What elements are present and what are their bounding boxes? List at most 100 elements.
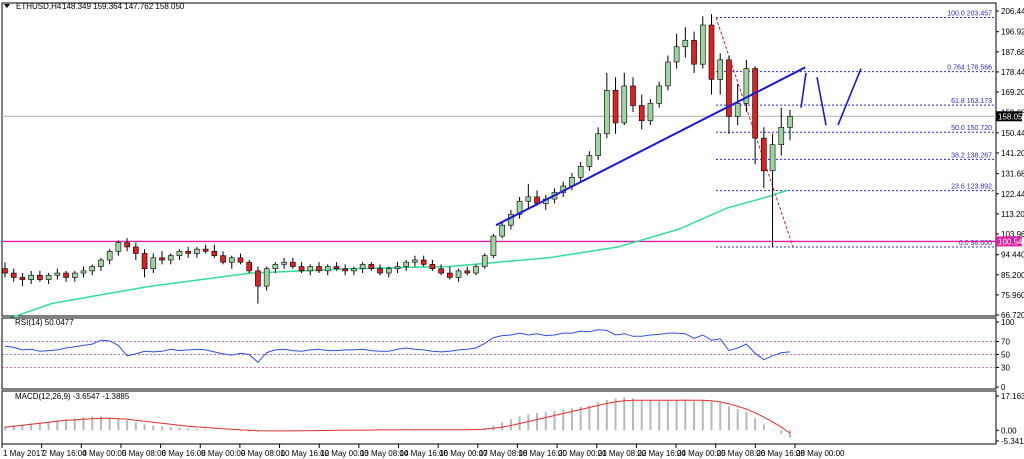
candle: [246, 259, 253, 274]
candle-body: [673, 46, 680, 63]
candle-body: [638, 105, 645, 122]
candle: [595, 127, 601, 160]
candle: [237, 253, 244, 265]
candle: [263, 266, 270, 291]
fib-level-label: 50.0 150.720: [951, 125, 992, 132]
candle-body: [586, 155, 593, 167]
price-panel[interactable]: 206.440196.920187.680178.440169.200159.6…: [1, 2, 1024, 322]
fib-level-label: 38.2 138.267: [951, 152, 992, 159]
candle-body: [351, 268, 357, 272]
price-tick-label: 150.440: [1001, 129, 1024, 138]
price-tick-label: 122.440: [1001, 190, 1024, 199]
candle: [133, 242, 139, 260]
candle-body: [499, 224, 505, 237]
candle-body: [604, 89, 610, 135]
candle-body: [691, 39, 697, 65]
candle-body: [734, 103, 741, 117]
dropdown-triangle-icon[interactable]: [4, 4, 10, 8]
candle: [717, 53, 724, 95]
candle-body: [211, 250, 218, 256]
candle-body: [438, 268, 444, 274]
candle: [612, 77, 619, 134]
price-tick-label: 66.720: [1001, 311, 1024, 320]
candle-body: [272, 264, 279, 269]
candle: [45, 273, 52, 284]
candle-body: [246, 261, 253, 272]
rsi-panel[interactable]: 100 70 50 30 0: [1, 317, 1015, 392]
candle: [37, 270, 43, 282]
time-tick-label: 26 May 16:00: [756, 449, 805, 458]
candle-body: [682, 39, 689, 48]
candle-body: [342, 268, 348, 272]
rsi-tick-label: 30: [1001, 364, 1010, 373]
candle: [394, 262, 401, 274]
candle: [726, 55, 732, 134]
candle: [167, 253, 174, 265]
candle-body: [10, 272, 17, 278]
candle-body: [2, 268, 8, 274]
candle-body: [516, 200, 523, 215]
candle-body: [726, 59, 732, 117]
candle: [272, 262, 279, 274]
trend-line: [495, 66, 806, 227]
candle: [377, 264, 383, 276]
candle: [499, 220, 505, 239]
candle: [752, 66, 758, 165]
candle: [691, 31, 697, 73]
candle: [28, 270, 34, 284]
candle: [98, 257, 104, 271]
candle-body: [167, 255, 174, 261]
candle-body: [490, 235, 497, 256]
candle: [420, 255, 427, 267]
symbol-header: ETHUSD,H4: [16, 2, 62, 11]
time-tick-label: 18 May 16:00: [518, 449, 567, 458]
candle: [604, 72, 610, 139]
candle: [71, 270, 78, 282]
time-tick-label: 5 May 08:00: [122, 449, 167, 458]
candle-body: [743, 68, 750, 104]
candle-body: [429, 264, 436, 269]
candle-body: [45, 274, 52, 280]
candle: [220, 251, 226, 265]
candle: [359, 262, 366, 274]
candle: [516, 196, 523, 219]
candle: [368, 262, 375, 271]
candle: [124, 238, 130, 252]
candle: [455, 268, 462, 282]
candle: [787, 109, 793, 141]
price-panel-frame: [1, 2, 997, 317]
candle: [412, 255, 418, 267]
time-tick-label: 6 May 16:00: [162, 449, 207, 458]
candle: [80, 266, 87, 278]
candle: [2, 262, 8, 278]
candle: [761, 127, 767, 189]
candle-body: [647, 103, 654, 122]
candle-body: [385, 268, 392, 274]
candle: [324, 264, 331, 276]
price-tick-label: 169.200: [1001, 88, 1024, 97]
time-tick-label: 16 May 00:00: [439, 449, 488, 458]
fib-level-label: 0.764 178.566: [947, 65, 992, 72]
candle-body: [281, 261, 287, 265]
candle-body: [298, 266, 305, 272]
time-tick-label: 1 May 2017: [3, 449, 45, 458]
candle: [194, 246, 200, 258]
fib-level-label: 100.0 203.457: [947, 10, 992, 17]
candle: [708, 14, 715, 95]
candle-body: [630, 85, 636, 106]
rsi-tick-label: 100: [1001, 318, 1015, 327]
candle: [290, 257, 296, 269]
price-tick-label: 141.200: [1001, 149, 1024, 158]
candle: [185, 246, 191, 258]
candle-body: [481, 255, 488, 267]
candle-body: [420, 259, 427, 265]
time-tick-label: 2 May 16:00: [43, 449, 88, 458]
candle: [525, 183, 532, 208]
candle-body: [778, 126, 785, 145]
candle: [577, 162, 584, 182]
candle-body: [63, 272, 69, 278]
